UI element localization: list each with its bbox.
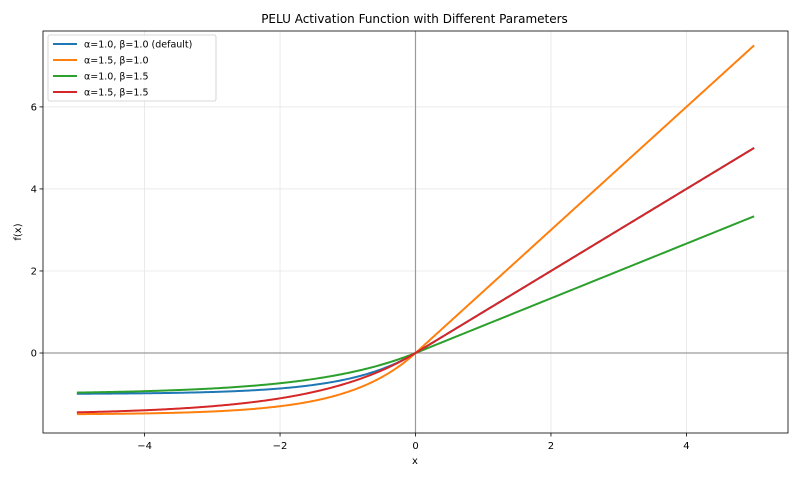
y-axis-label: f(x) xyxy=(13,223,24,240)
y-tick-label: 0 xyxy=(31,349,37,360)
legend-label-2: α=1.5, β=1.0 xyxy=(84,56,149,67)
legend-label-4: α=1.5, β=1.5 xyxy=(84,88,149,99)
series-lines xyxy=(76,44,755,416)
x-tick-label: 0 xyxy=(412,441,418,452)
series-line-4 xyxy=(76,147,755,414)
x-tick-label: −4 xyxy=(137,441,152,452)
chart-title: PELU Activation Function with Different … xyxy=(261,12,568,26)
x-tick-label: 2 xyxy=(548,441,554,452)
y-tick-label: 6 xyxy=(31,102,37,113)
x-tick-label: −2 xyxy=(273,441,288,452)
y-tick-label: 4 xyxy=(31,184,37,195)
y-tick-label: 2 xyxy=(31,266,37,277)
legend-label-3: α=1.0, β=1.5 xyxy=(84,72,149,83)
x-tick-label: 4 xyxy=(683,441,689,452)
x-axis-label: x xyxy=(412,456,418,467)
legend-label-1: α=1.0, β=1.0 (default) xyxy=(84,40,192,51)
legend-box xyxy=(47,34,217,102)
legend: α=1.0, β=1.0 (default) α=1.5, β=1.0 α=1.0,… xyxy=(47,34,217,102)
axis-ticks: −4 −2 0 2 4 0 2 4 6 xyxy=(31,102,690,452)
